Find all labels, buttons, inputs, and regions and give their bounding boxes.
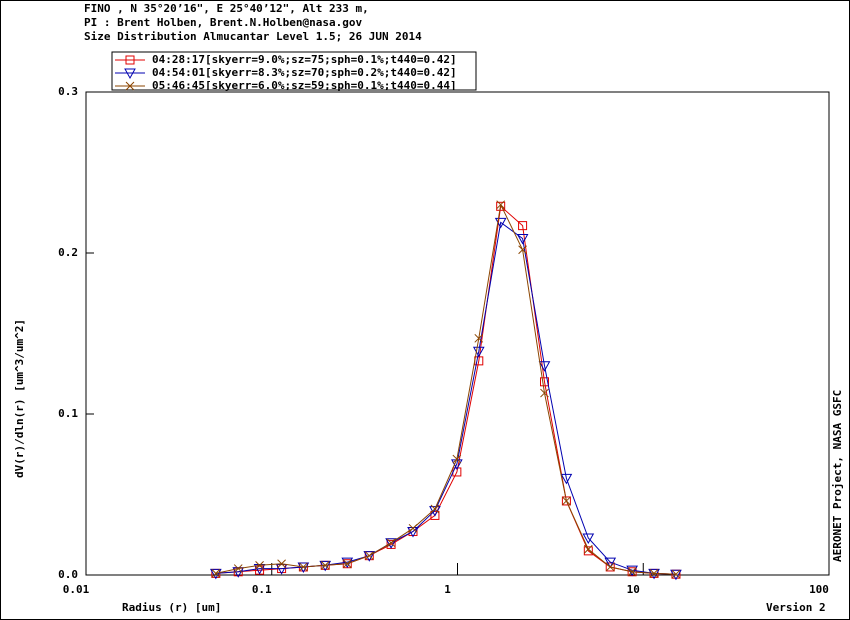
marker bbox=[474, 333, 484, 343]
marker bbox=[496, 201, 506, 211]
marker bbox=[670, 569, 682, 581]
version-note: Version 2 bbox=[766, 601, 826, 614]
header-line: Size Distribution Almucantar Level 1.5; … bbox=[84, 30, 422, 43]
marker bbox=[209, 568, 222, 580]
legend-box bbox=[111, 51, 477, 91]
y-tick-label: 0.2 bbox=[58, 246, 78, 259]
marker bbox=[539, 377, 549, 387]
marker bbox=[671, 569, 681, 579]
series-line bbox=[215, 221, 677, 575]
x-tick-label: 10 bbox=[627, 583, 640, 596]
x-axis-label: Radius (r) [um] bbox=[122, 601, 221, 614]
marker bbox=[496, 200, 506, 210]
marker bbox=[561, 496, 571, 506]
marker bbox=[627, 567, 637, 577]
header-line: PI : Brent Holben, Brent.N.Holben@nasa.g… bbox=[84, 16, 363, 29]
x-tick-label: 100 bbox=[809, 583, 829, 596]
x-tick-label: 1 bbox=[444, 583, 451, 596]
marker bbox=[649, 569, 659, 578]
y-tick-label: 0.0 bbox=[58, 568, 78, 581]
marker bbox=[452, 454, 462, 464]
marker bbox=[299, 562, 308, 572]
legend-label: 04:54:01[skyerr=8.3%;sz=70;sph=0.2%;t440… bbox=[152, 66, 457, 79]
marker bbox=[211, 569, 221, 578]
marker bbox=[253, 564, 266, 575]
x-tick-label: 0.01 bbox=[63, 583, 90, 596]
marker bbox=[605, 562, 615, 572]
marker bbox=[297, 562, 310, 573]
marker bbox=[562, 496, 571, 506]
marker bbox=[538, 361, 551, 372]
y-tick-label: 0.3 bbox=[58, 85, 78, 98]
y-axis-label: dV(r)/dln(r) [um^3/um^2] bbox=[13, 319, 26, 478]
marker bbox=[320, 560, 330, 570]
marker bbox=[518, 221, 528, 231]
marker bbox=[385, 538, 397, 549]
marker bbox=[560, 473, 573, 485]
marker bbox=[583, 546, 593, 556]
marker bbox=[582, 533, 595, 544]
legend-label: 05:46:45[skyerr=6.0%;sz=59;sph=0.1%;t440… bbox=[152, 79, 457, 92]
marker bbox=[275, 564, 288, 575]
marker bbox=[604, 557, 617, 569]
marker bbox=[232, 567, 245, 578]
legend-marker bbox=[125, 81, 135, 91]
marker bbox=[233, 564, 243, 573]
y-tick-label: 0.1 bbox=[58, 407, 78, 420]
marker bbox=[386, 538, 396, 548]
series-line bbox=[215, 203, 677, 575]
marker bbox=[277, 559, 286, 569]
marker bbox=[408, 523, 418, 533]
marker bbox=[342, 559, 352, 569]
x-tick-label: 0.1 bbox=[252, 583, 272, 596]
marker bbox=[255, 560, 264, 570]
legend-marker bbox=[124, 68, 136, 80]
marker bbox=[364, 551, 374, 561]
marker bbox=[540, 388, 549, 398]
legend-marker bbox=[125, 55, 135, 65]
marker bbox=[583, 544, 593, 554]
marker bbox=[407, 527, 419, 538]
marker bbox=[516, 234, 529, 245]
legend-label: 04:28:17[skyerr=9.0%;sz=75;sph=0.1%;t440… bbox=[152, 53, 457, 66]
marker bbox=[518, 245, 527, 255]
header-line: FINO , N 35°20’16", E 25°40’12", Alt 233… bbox=[84, 2, 369, 15]
side-note: AERONET Project, NASA GSFC bbox=[831, 390, 844, 562]
marker bbox=[430, 510, 440, 520]
marker bbox=[430, 504, 440, 514]
marker bbox=[605, 562, 615, 572]
marker bbox=[626, 565, 638, 577]
